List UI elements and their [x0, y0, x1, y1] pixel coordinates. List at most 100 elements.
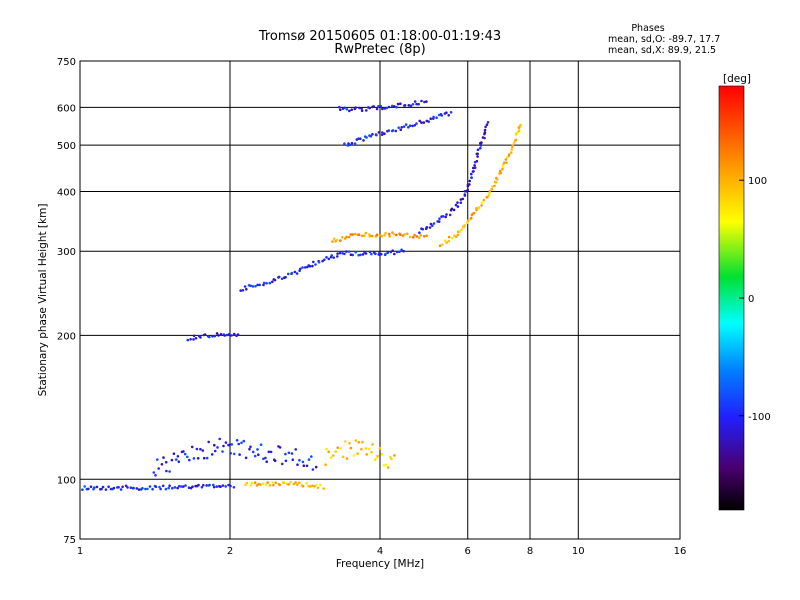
data-point — [194, 337, 198, 340]
data-point — [345, 235, 348, 239]
data-point — [435, 116, 438, 119]
data-point — [104, 488, 108, 491]
data-point — [311, 484, 314, 488]
data-point — [359, 137, 362, 140]
data-point — [423, 100, 426, 104]
data-point — [336, 255, 339, 258]
data-point — [338, 105, 341, 109]
data-point — [171, 486, 174, 490]
data-point — [223, 334, 226, 337]
data-point — [87, 487, 90, 491]
data-point — [141, 487, 144, 490]
data-point — [376, 454, 380, 458]
data-point — [268, 484, 272, 487]
data-point — [202, 456, 206, 460]
data-point — [380, 133, 384, 137]
data-point — [438, 244, 442, 248]
data-point — [341, 455, 345, 459]
data-point — [428, 226, 432, 229]
grid — [80, 61, 680, 539]
data-point — [499, 171, 503, 175]
data-point — [331, 240, 334, 243]
data-point — [466, 184, 470, 188]
data-point — [101, 485, 105, 489]
data-point — [400, 248, 403, 252]
data-point — [259, 483, 262, 486]
data-point — [83, 485, 86, 488]
data-point — [126, 486, 129, 489]
data-point — [379, 252, 383, 256]
data-point — [196, 457, 200, 460]
data-point — [377, 131, 381, 134]
data-point — [370, 450, 373, 454]
data-point — [409, 104, 413, 108]
data-point — [341, 236, 344, 239]
data-point — [237, 442, 240, 446]
data-point — [357, 137, 360, 140]
data-point — [371, 133, 374, 136]
data-point — [301, 485, 305, 488]
data-point — [158, 485, 161, 489]
data-point — [305, 482, 309, 485]
data-point — [380, 453, 384, 456]
data-point — [483, 136, 486, 140]
data-point — [391, 129, 395, 132]
data-point — [413, 100, 417, 103]
data-point — [311, 264, 314, 268]
data-point — [174, 458, 178, 461]
data-point — [305, 464, 309, 468]
data-point — [422, 235, 426, 238]
data-point — [225, 333, 229, 337]
data-point — [463, 224, 467, 227]
data-point — [229, 484, 232, 488]
data-point — [159, 487, 162, 491]
phase-stats-title: Phases — [631, 23, 664, 34]
data-point — [371, 443, 374, 446]
data-point — [242, 439, 246, 443]
data-point — [378, 447, 382, 450]
chart-subtitle: RwPretec (8p) — [334, 42, 425, 57]
data-point — [217, 334, 220, 337]
data-point — [381, 131, 384, 134]
data-point — [501, 167, 504, 171]
data-point — [452, 208, 456, 212]
data-point — [273, 459, 277, 463]
data-point — [298, 481, 301, 485]
data-point — [230, 334, 233, 337]
data-point — [336, 446, 340, 450]
data-point — [505, 161, 508, 165]
data-point — [415, 102, 418, 106]
data-point — [459, 201, 463, 204]
data-point — [284, 275, 287, 279]
data-point — [232, 486, 236, 489]
data-point — [413, 233, 416, 237]
data-point — [314, 483, 318, 487]
colorbar-tick-label: 0 — [748, 294, 754, 305]
data-point — [296, 463, 299, 467]
data-point — [375, 233, 379, 237]
data-point — [258, 283, 261, 287]
x-tick-label: 2 — [227, 546, 233, 557]
data-point — [334, 450, 338, 453]
data-point — [393, 252, 396, 256]
data-point — [277, 275, 281, 279]
data-point — [369, 135, 373, 138]
data-point — [353, 142, 357, 145]
data-point — [418, 231, 421, 234]
data-point — [265, 460, 269, 464]
data-point — [425, 100, 428, 103]
data-point — [420, 121, 423, 124]
data-point — [368, 235, 372, 238]
data-point — [232, 452, 236, 456]
data-point — [411, 103, 415, 106]
data-point — [183, 452, 187, 456]
data-point — [121, 485, 124, 489]
data-point — [343, 106, 346, 110]
data-point — [448, 213, 452, 217]
data-point — [314, 465, 318, 469]
data-point — [179, 485, 183, 488]
data-point — [254, 285, 257, 288]
plot-frame — [79, 60, 681, 540]
data-point — [81, 488, 84, 492]
data-point — [398, 250, 401, 253]
